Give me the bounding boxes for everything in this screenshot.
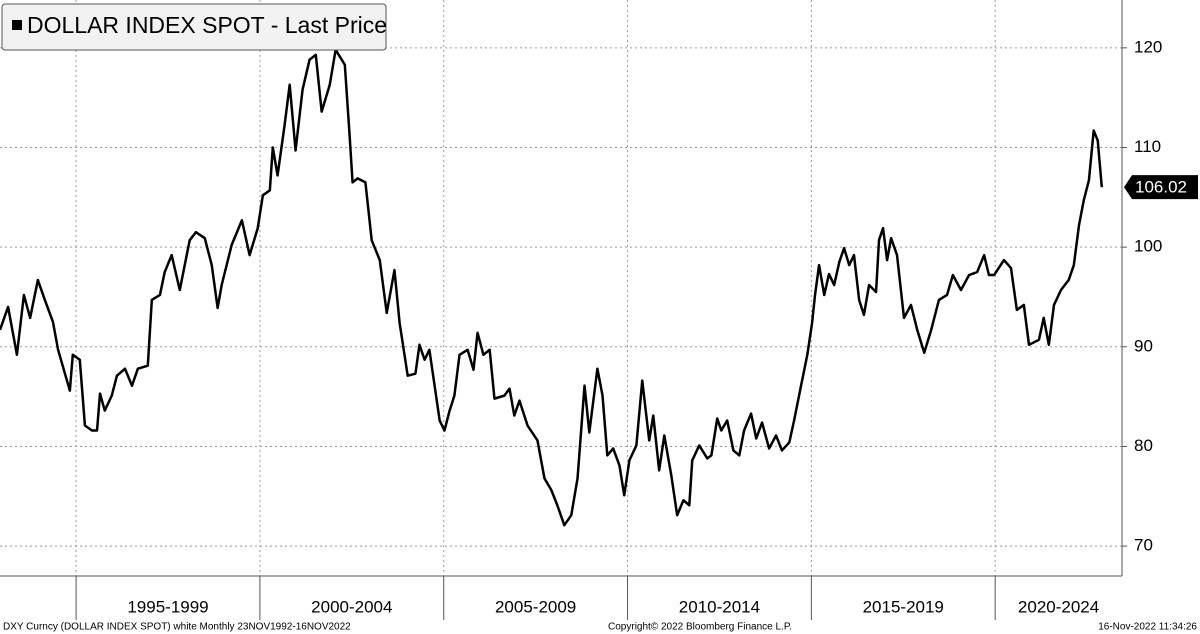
x-period-label: 1995-1999 <box>127 597 208 616</box>
y-tick-label: 110 <box>1134 137 1161 156</box>
x-period-label: 2000-2004 <box>311 597 392 616</box>
legend-box <box>1 3 387 51</box>
last-value-label: 106.02 <box>1135 178 1187 197</box>
y-tick-label: 80 <box>1134 436 1153 455</box>
legend-label: DOLLAR INDEX SPOT - Last Price <box>27 12 387 38</box>
y-tick-label: 100 <box>1134 237 1162 256</box>
last-value-tag <box>1124 175 1198 200</box>
x-period-label: 2005-2009 <box>495 597 576 616</box>
footer-left: DXY Curncy (DOLLAR INDEX SPOT) white Mon… <box>3 622 351 633</box>
x-period-label: 2010-2014 <box>679 597 760 616</box>
x-period-label: 2020-2024 <box>1018 597 1099 616</box>
footer-right: 16-Nov-2022 11:34:26 <box>1098 622 1197 633</box>
grid-layer <box>0 0 1127 620</box>
legend-swatch <box>12 20 22 30</box>
y-tick-label: 120 <box>1134 37 1162 56</box>
series-line <box>0 48 1104 527</box>
x-period-label: 2015-2019 <box>863 597 944 616</box>
y-tick-label: 70 <box>1134 536 1153 555</box>
line-layer <box>0 48 1104 527</box>
footer-center: Copyright© 2022 Bloomberg Finance L.P. <box>608 622 792 633</box>
y-tick-label: 90 <box>1134 336 1153 355</box>
